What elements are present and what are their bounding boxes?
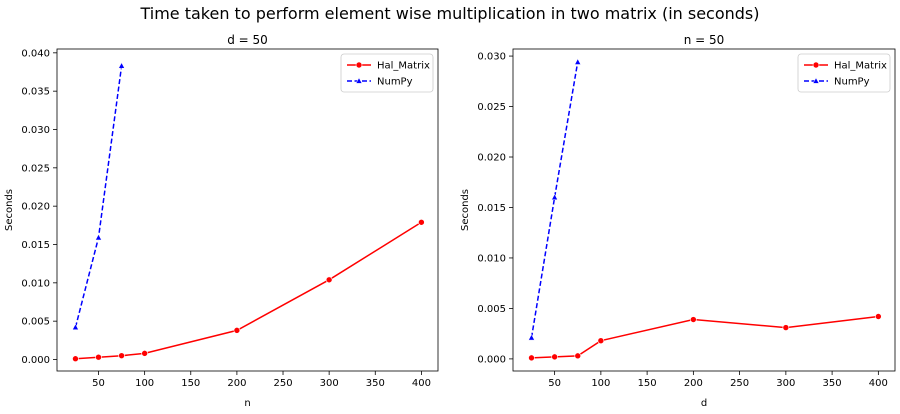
y-tick-label: 0.000 [21,355,50,366]
data-point [118,352,125,359]
y-tick-label: 0.040 [21,48,50,59]
panel-title: n = 50 [684,33,725,47]
data-point [597,337,605,345]
data-point [95,353,102,361]
legend-marker [355,77,363,84]
x-tick-label: 100 [135,378,154,389]
figure-title: Time taken to perform element wise multi… [140,4,760,23]
y-axis-label: Seconds [4,189,15,231]
panel-title: d = 50 [227,33,268,47]
x-tick-label: 100 [591,378,610,389]
x-tick-label: 150 [638,378,657,389]
data-point [141,350,148,357]
legend-label: NumPy [834,77,870,88]
series-line [530,61,579,338]
y-tick-label: 0.015 [477,203,506,214]
data-point [528,333,535,341]
x-tick-label: 250 [730,378,749,389]
data-point [118,62,125,69]
data-point [95,233,102,241]
y-tick-label: 0.020 [21,202,50,213]
x-tick-label: 300 [320,378,339,389]
x-tick-label: 200 [227,378,246,389]
y-tick-label: 0.005 [21,317,50,328]
y-tick-label: 0.030 [21,125,50,136]
y-tick-label: 0.020 [477,153,506,164]
data-point [782,324,790,331]
legend-label: Hal_Matrix [834,61,887,72]
series-line [75,221,422,360]
data-point [574,58,582,65]
y-tick-label: 0.015 [21,240,50,251]
data-point [574,352,582,360]
series-hal-matrix [528,313,882,362]
y-tick-label: 0.035 [21,87,50,98]
y-tick-label: 0.010 [21,278,50,289]
y-tick-label: 0.010 [477,253,506,264]
x-tick-label: 300 [776,378,795,389]
data-point [551,193,559,201]
x-tick-label: 50 [548,378,561,389]
legend-label: NumPy [377,77,413,88]
y-tick-label: 0.000 [477,354,506,365]
data-point [551,353,558,361]
x-axis-label: d [701,398,707,409]
data-point [690,316,697,323]
x-tick-label: 350 [366,378,385,389]
series-numpy [528,58,582,341]
series-line [74,65,123,328]
chart-panel-2: n = 50 50 100 150 200 250 300 350 400 0.000 0.005 0… [460,33,896,409]
legend: Hal_Matrix NumPy [797,53,891,93]
data-point [418,218,425,226]
legend-marker [812,77,820,84]
series-hal-matrix [72,218,425,363]
data-point [325,276,333,284]
y-tick-label: 0.005 [477,304,506,315]
data-point [528,354,535,362]
legend-marker [355,61,363,69]
y-tick-label: 0.025 [21,163,50,174]
x-axis-label: n [244,398,250,409]
legend-box [797,53,891,93]
legend-label: Hal_Matrix [377,61,430,72]
legend-marker [812,61,820,69]
plot-frame [56,48,439,372]
x-tick-label: 200 [684,378,703,389]
data-point [72,355,79,363]
x-tick-label: 400 [869,378,888,389]
series-numpy [72,62,125,330]
legend: Hal_Matrix NumPy [340,53,434,93]
data-point [875,313,882,320]
x-tick-label: 50 [92,378,105,389]
x-tick-label: 350 [823,378,842,389]
y-tick-label: 0.025 [477,102,506,113]
chart-panel-1: d = 50 50 100 150 200 250 300 350 400 0.000 0.005 0… [4,33,439,409]
x-tick-label: 150 [181,378,200,389]
x-tick-label: 250 [273,378,292,389]
series-line [531,315,879,359]
data-point [233,327,241,334]
y-axis-label: Seconds [460,189,471,231]
legend-box [340,53,434,93]
x-tick-label: 400 [412,378,431,389]
y-tick-label: 0.030 [477,52,506,63]
plot-frame [512,48,896,372]
data-point [72,323,79,330]
